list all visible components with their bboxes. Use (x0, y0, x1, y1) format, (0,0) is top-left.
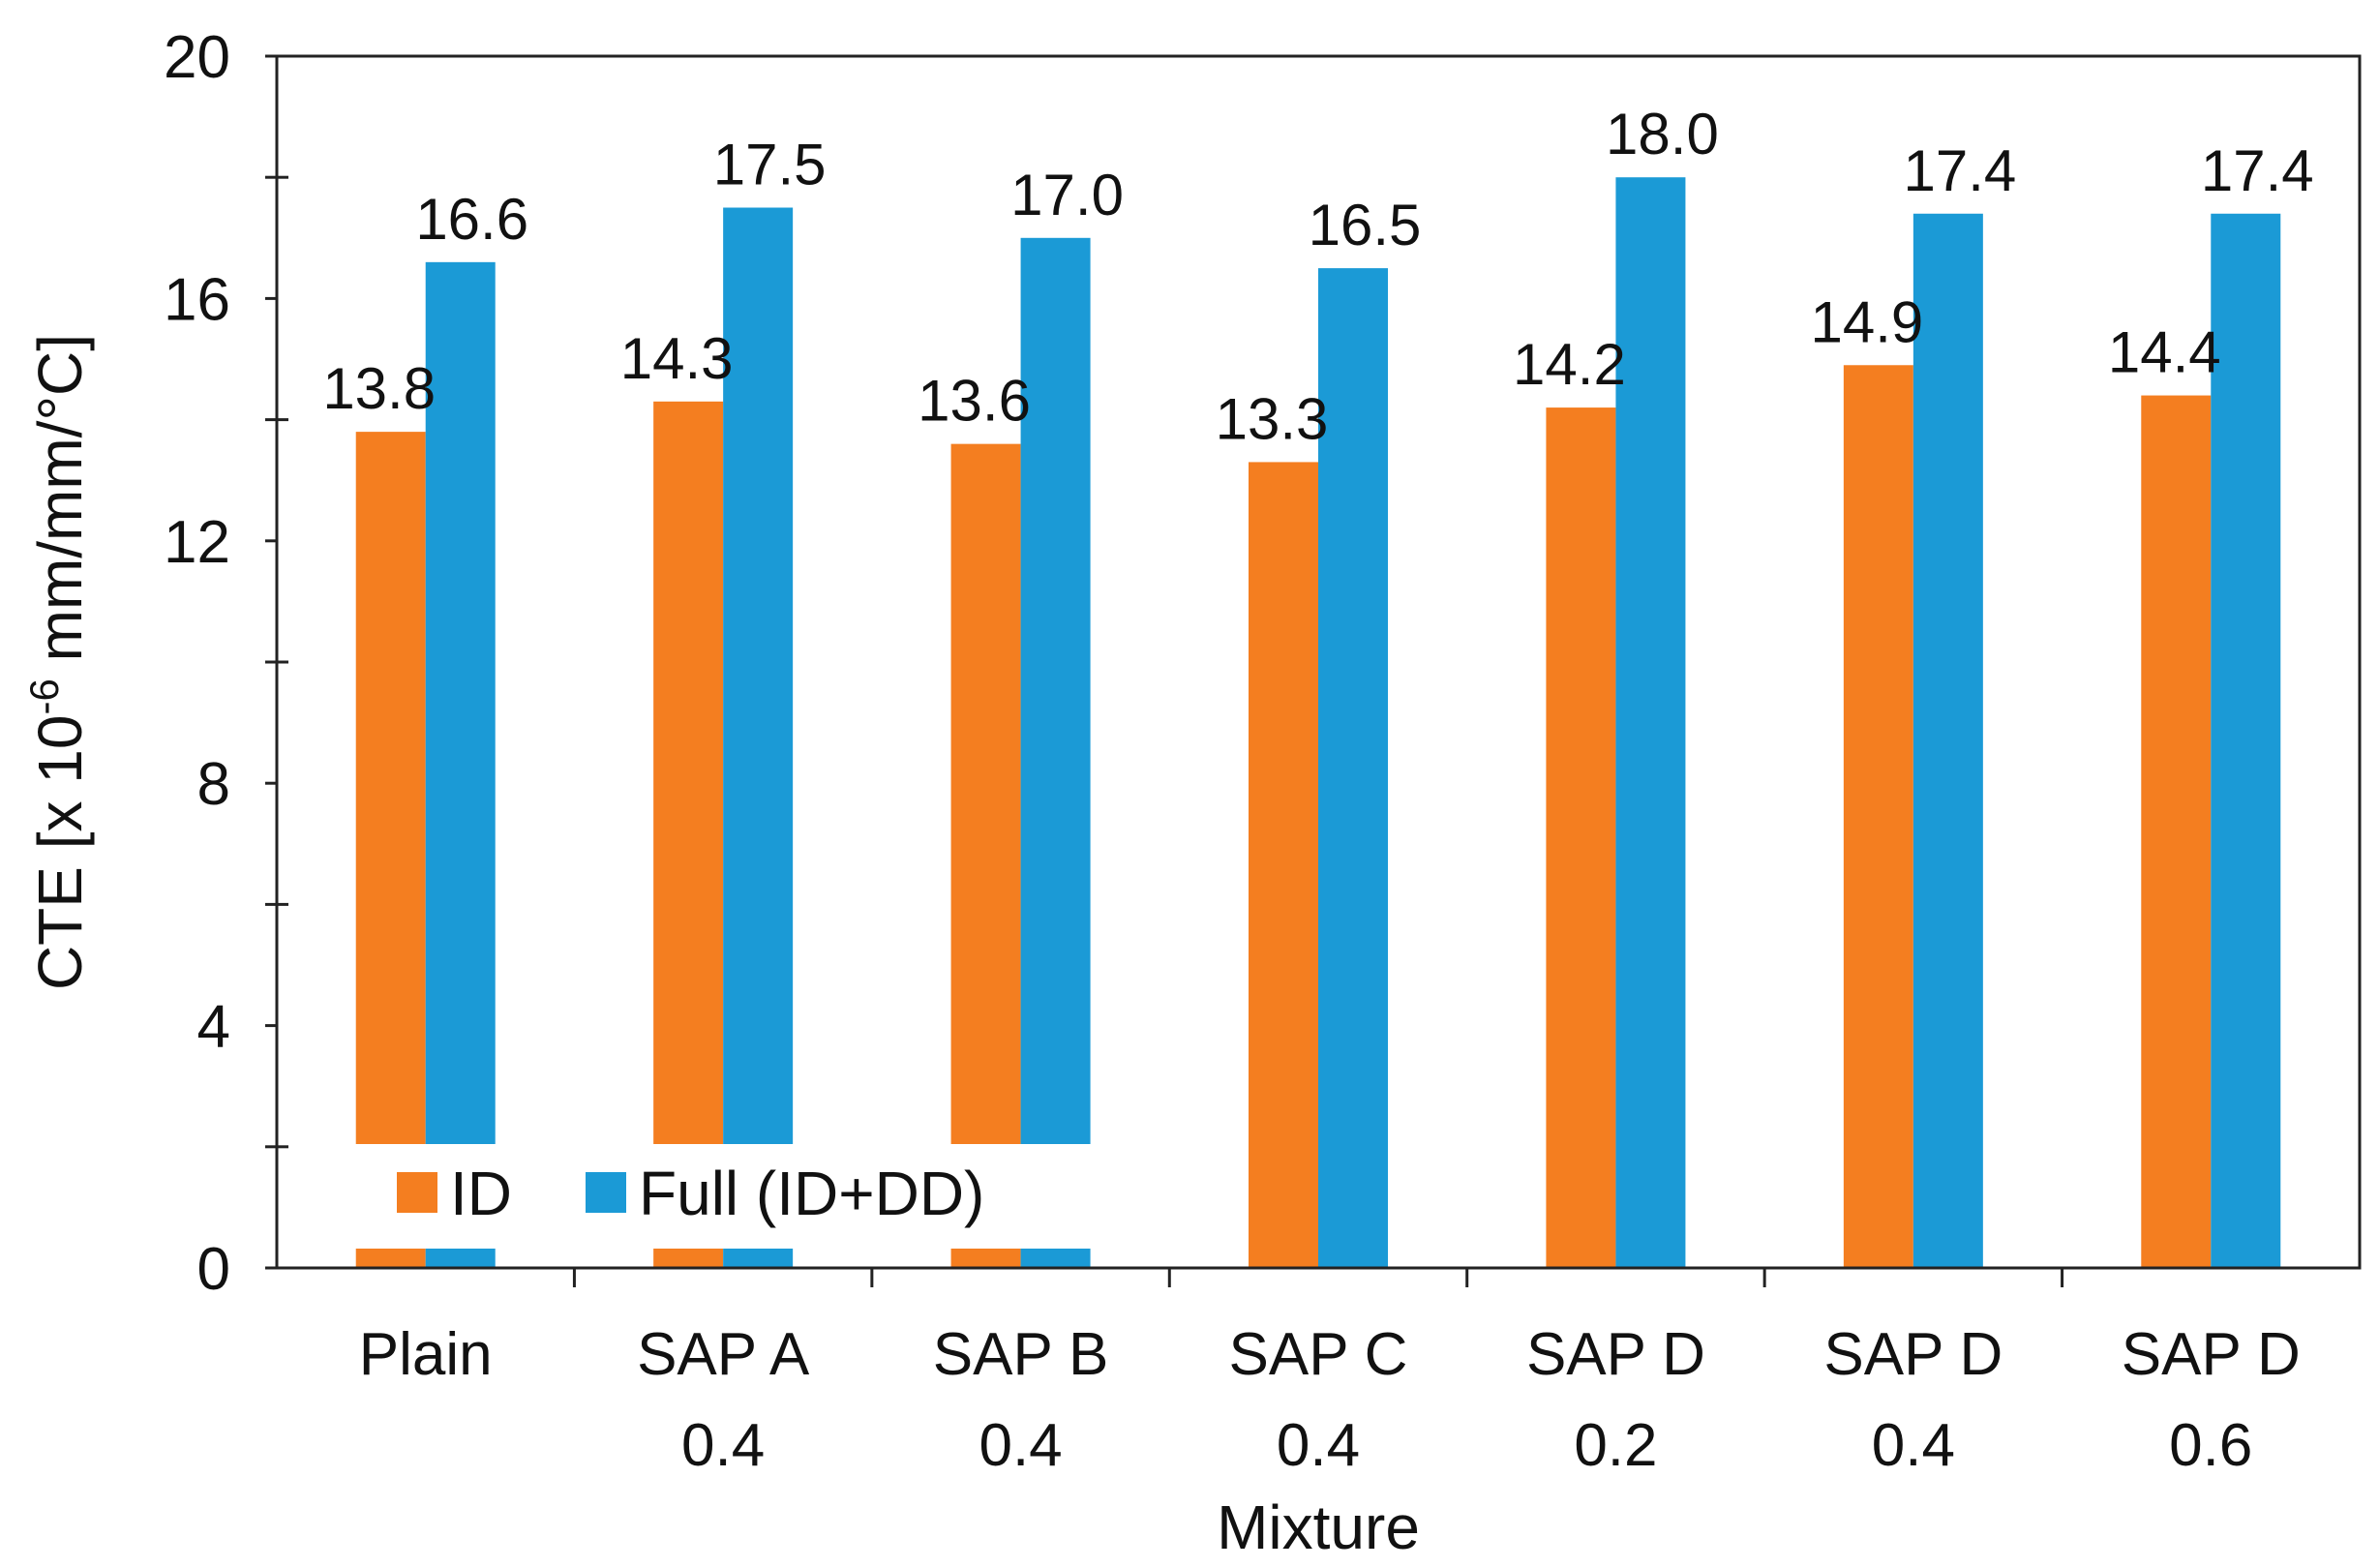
bar-id-1 (653, 401, 724, 1268)
x-category-label-4-line-0: SAP D (1526, 1321, 1705, 1388)
legend-swatch-1 (586, 1172, 626, 1213)
x-category-label-5-line-0: SAP D (1823, 1321, 2003, 1388)
x-category-label-3-line-0: SAP C (1229, 1321, 1408, 1388)
y-tick-label-20: 20 (164, 24, 230, 91)
y-axis-title-exponent: -6 (21, 678, 67, 714)
x-category-label-2-line-1: 0.4 (979, 1412, 1062, 1479)
value-label-full-0: 16.6 (415, 187, 528, 252)
y-tick-label-8: 8 (197, 751, 230, 818)
y-axis-title-prefix: CTE [x 10 (25, 715, 95, 991)
y-axis-title: CTE [x 10-6 mm/mm/°C] (21, 334, 95, 990)
legend-swatch-0 (397, 1172, 437, 1213)
y-tick-label-4: 4 (197, 994, 230, 1061)
bar-full-2 (1020, 237, 1091, 1268)
y-axis-title-suffix: mm/mm/°C] (25, 334, 95, 678)
y-tick-label-0: 0 (197, 1236, 230, 1303)
legend-background (346, 1144, 1101, 1249)
x-category-label-6-line-0: SAP D (2122, 1321, 2301, 1388)
value-label-full-1: 17.5 (713, 133, 827, 197)
x-axis-title: Mixture (1217, 1493, 1420, 1562)
bar-full-3 (1318, 268, 1388, 1269)
value-label-id-5: 14.9 (1810, 289, 1923, 354)
value-label-full-2: 17.0 (1010, 163, 1124, 227)
x-category-label-1-line-1: 0.4 (681, 1412, 765, 1479)
bar-id-5 (1843, 365, 1913, 1268)
value-label-id-6: 14.4 (2108, 320, 2221, 385)
bar-id-3 (1249, 462, 1318, 1268)
bar-id-4 (1546, 407, 1616, 1269)
value-label-full-5: 17.4 (1903, 138, 2016, 203)
axes-layer: 0 4 8 12 16 20 Plain SAP A 0.4 SAP B 0.4 SAP C 0.4 SA… (21, 24, 2362, 1562)
x-category-label-5-line-1: 0.4 (1872, 1412, 1955, 1479)
legend-label-1: Full (ID+DD) (639, 1159, 984, 1228)
bar-full-0 (425, 261, 496, 1269)
bar-id-2 (950, 443, 1021, 1268)
value-label-id-4: 14.2 (1513, 332, 1626, 397)
legend-label-0: ID (450, 1159, 512, 1228)
value-labels-layer: 13.8 16.6 14.3 17.5 13.6 17.0 13.3 16.5 14.2 18.0… (322, 102, 2313, 451)
x-category-label-4-line-1: 0.2 (1574, 1412, 1657, 1479)
bar-full-6 (2211, 213, 2281, 1268)
value-label-id-0: 13.8 (322, 356, 436, 421)
bar-full-1 (723, 207, 794, 1268)
bar-id-0 (355, 432, 426, 1268)
value-label-full-6: 17.4 (2201, 138, 2314, 203)
bars-layer (355, 177, 2281, 1269)
legend: ID Full (ID+DD) (346, 1144, 1101, 1249)
value-label-id-3: 13.3 (1216, 386, 1329, 451)
bar-full-5 (1912, 213, 1983, 1268)
x-category-label-3-line-1: 0.4 (1277, 1412, 1360, 1479)
y-tick-label-16: 16 (164, 266, 230, 333)
x-category-label-2-line-0: SAP B (933, 1321, 1109, 1388)
value-label-id-1: 14.3 (620, 326, 734, 391)
value-label-id-2: 13.6 (918, 369, 1031, 434)
y-tick-label-12: 12 (164, 509, 230, 576)
bar-full-4 (1615, 177, 1686, 1269)
bar-id-6 (2141, 395, 2212, 1268)
x-category-label-6-line-1: 0.6 (2169, 1412, 2252, 1479)
value-label-full-4: 18.0 (1606, 102, 1719, 166)
x-category-label-0-line-0: Plain (359, 1321, 493, 1388)
x-category-label-1-line-0: SAP A (637, 1321, 810, 1388)
value-label-full-3: 16.5 (1309, 193, 1422, 257)
